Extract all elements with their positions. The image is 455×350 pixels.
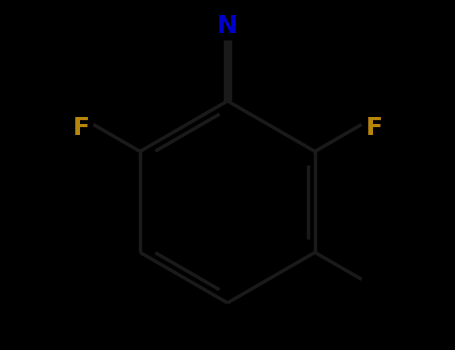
Text: N: N	[217, 14, 238, 38]
Text: F: F	[366, 116, 383, 140]
Text: F: F	[72, 116, 89, 140]
